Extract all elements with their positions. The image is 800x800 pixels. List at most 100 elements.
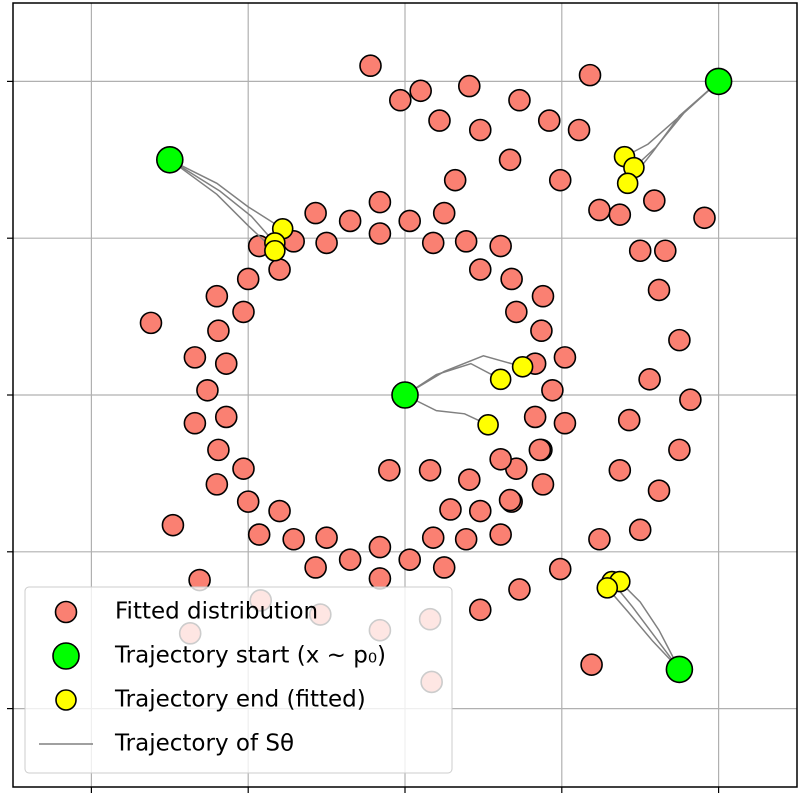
point xyxy=(553,346,577,369)
point xyxy=(418,458,442,482)
point xyxy=(232,300,255,324)
point xyxy=(588,527,611,551)
trajectory xyxy=(169,159,276,252)
point xyxy=(541,378,564,402)
point xyxy=(477,413,499,436)
point xyxy=(628,518,652,542)
trajectory xyxy=(404,355,523,396)
point xyxy=(489,368,512,391)
point xyxy=(638,368,661,391)
legend-marker xyxy=(55,689,77,711)
trajectory xyxy=(633,80,720,169)
point xyxy=(537,109,561,132)
point xyxy=(608,203,632,226)
trajectory-layer xyxy=(169,80,720,670)
point xyxy=(368,535,392,559)
point xyxy=(498,488,522,512)
point xyxy=(500,267,523,291)
trajectory xyxy=(619,581,681,670)
point xyxy=(338,548,362,571)
point xyxy=(443,168,467,192)
legend-marker xyxy=(54,600,78,624)
point xyxy=(457,74,481,98)
trajectory xyxy=(169,159,284,230)
point xyxy=(268,258,291,281)
point xyxy=(207,438,230,462)
point xyxy=(457,468,481,491)
trajectory xyxy=(624,80,720,158)
point xyxy=(523,405,547,429)
point xyxy=(679,388,702,412)
point xyxy=(264,239,286,262)
point xyxy=(580,653,603,676)
point xyxy=(616,172,639,195)
point xyxy=(489,234,512,258)
plot-frame xyxy=(12,2,798,788)
point xyxy=(439,498,462,521)
point xyxy=(432,201,456,225)
point xyxy=(388,88,412,112)
point xyxy=(214,405,238,429)
legend-label: Fitted distribution xyxy=(115,599,318,625)
point xyxy=(668,328,691,352)
point xyxy=(247,523,271,546)
point xyxy=(236,267,260,291)
point xyxy=(398,209,422,233)
trajectory xyxy=(169,159,276,244)
point xyxy=(207,319,230,343)
point xyxy=(304,556,327,579)
point xyxy=(161,513,185,537)
point xyxy=(608,458,632,482)
point xyxy=(139,311,163,335)
point xyxy=(553,411,577,435)
trajectory xyxy=(404,394,489,426)
point xyxy=(468,499,492,523)
point xyxy=(315,526,338,549)
point xyxy=(588,198,611,222)
point xyxy=(368,567,392,590)
legend-label: Trajectory of Sθ xyxy=(114,731,294,757)
point xyxy=(468,118,492,142)
point xyxy=(578,63,602,87)
point xyxy=(232,457,255,480)
point xyxy=(468,258,492,281)
point xyxy=(409,79,432,103)
point xyxy=(398,548,422,571)
point xyxy=(508,578,531,601)
point xyxy=(665,655,694,684)
point xyxy=(454,230,478,253)
point xyxy=(156,146,184,174)
point xyxy=(498,148,522,172)
point xyxy=(548,557,572,581)
point xyxy=(368,190,392,214)
point xyxy=(338,209,362,233)
point xyxy=(704,67,733,96)
legend-label: Trajectory start (x ∼ p₀) xyxy=(114,643,386,669)
point xyxy=(531,284,555,308)
point xyxy=(508,88,531,112)
point xyxy=(548,168,572,192)
point xyxy=(511,355,534,378)
point xyxy=(668,438,691,462)
point xyxy=(489,447,512,471)
point xyxy=(647,479,671,502)
point xyxy=(282,527,305,551)
point xyxy=(304,201,327,225)
point xyxy=(628,239,652,263)
point xyxy=(530,319,553,343)
point xyxy=(268,499,291,523)
point xyxy=(205,473,229,496)
point xyxy=(428,109,451,132)
point xyxy=(531,473,555,496)
point xyxy=(236,490,260,513)
point xyxy=(432,556,456,579)
legend-label: Trajectory end (fitted) xyxy=(114,687,366,713)
point xyxy=(368,222,392,245)
point xyxy=(421,231,445,255)
point xyxy=(391,381,419,409)
point xyxy=(528,438,552,462)
point xyxy=(643,189,666,212)
point xyxy=(489,523,512,546)
point xyxy=(693,206,716,230)
